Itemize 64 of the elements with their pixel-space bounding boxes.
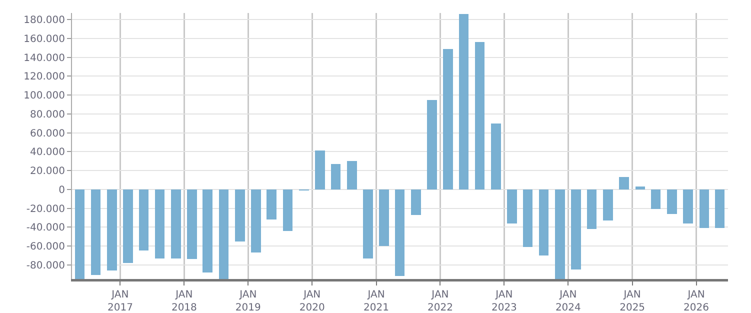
bar — [171, 189, 181, 258]
y-tick-label: 0 — [58, 184, 65, 196]
bar — [154, 189, 165, 258]
y-tick-label: -20.000 — [26, 204, 65, 215]
bar — [251, 189, 261, 253]
bar — [234, 189, 245, 242]
bar — [107, 189, 117, 271]
y-tick-label: 180.000 — [24, 15, 65, 26]
bar — [123, 189, 133, 263]
bar — [218, 189, 229, 279]
bar — [346, 161, 357, 190]
y-tick-label: -80.000 — [26, 260, 65, 272]
y-tick-label: -60.000 — [26, 241, 65, 252]
x-tick-label: JAN 2022 — [427, 290, 453, 313]
bar — [427, 100, 437, 190]
x-tick-label: JAN 2017 — [107, 290, 133, 313]
y-tick-label: 40.000 — [30, 147, 65, 158]
y-tick-label: 60.000 — [30, 128, 65, 140]
bar — [603, 189, 613, 221]
y-tick-label: 160.000 — [24, 34, 65, 45]
bar — [379, 189, 390, 246]
y-tick-label: 120.000 — [24, 72, 65, 83]
y-tick-label: 80.000 — [30, 109, 65, 120]
y-tick-label: 100.000 — [24, 90, 65, 102]
bar — [699, 189, 710, 228]
bar — [507, 189, 517, 224]
bar — [491, 123, 501, 190]
bar — [187, 189, 197, 260]
x-tick-label: JAN 2024 — [555, 290, 581, 313]
y-tick-label: -40.000 — [26, 222, 65, 234]
bar — [315, 150, 325, 190]
bar — [363, 189, 373, 258]
x-tick-label: JAN 2021 — [364, 290, 389, 313]
y-tick-label: 20.000 — [30, 166, 65, 178]
bar — [74, 189, 85, 279]
x-tick-label: JAN 2025 — [620, 290, 646, 313]
bar — [555, 189, 565, 279]
bar — [474, 42, 485, 190]
bar — [650, 189, 661, 210]
bar — [522, 189, 533, 247]
bar — [586, 189, 597, 230]
bar — [443, 48, 454, 190]
bar — [619, 177, 629, 190]
bar — [683, 189, 693, 224]
bar — [266, 189, 277, 220]
x-tick-label: JAN 2020 — [299, 290, 325, 313]
x-tick-label: JAN 2019 — [235, 290, 261, 313]
bar — [410, 189, 421, 215]
x-tick-label: JAN 2023 — [491, 290, 517, 313]
bar — [458, 14, 469, 190]
x-tick-label: JAN 2026 — [684, 290, 710, 313]
y-tick-label: 140.000 — [24, 52, 65, 64]
bar — [138, 189, 149, 251]
bar — [571, 189, 581, 270]
bar — [202, 189, 213, 272]
bar — [330, 164, 341, 190]
bar — [714, 189, 725, 228]
bar — [394, 189, 405, 276]
bar — [635, 186, 646, 190]
x-tick-label: JAN 2018 — [171, 290, 197, 313]
bar — [538, 189, 549, 256]
bar — [282, 189, 293, 231]
bar — [667, 189, 677, 214]
bar — [90, 189, 101, 276]
